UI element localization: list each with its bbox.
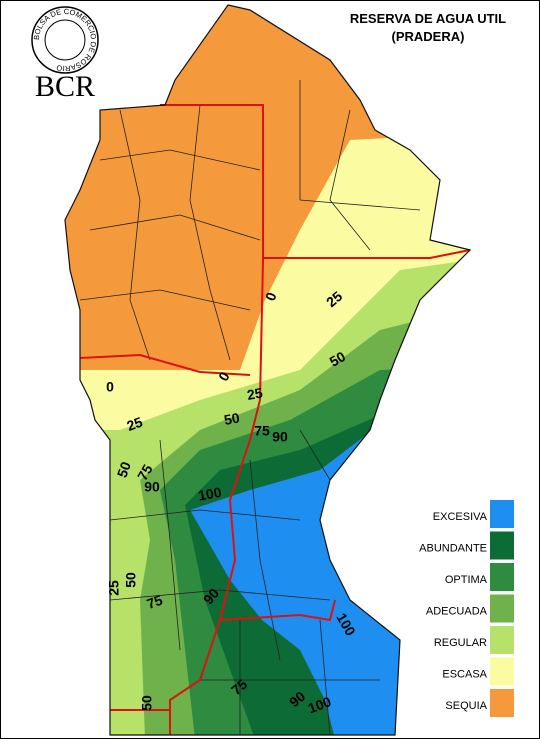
contour-label: 25 <box>246 384 264 402</box>
legend-swatch <box>490 594 514 623</box>
contour-label: 50 <box>223 409 241 427</box>
contour-label: 50 <box>327 348 349 370</box>
legend-swatch <box>490 626 514 654</box>
legend-label: EXCESIVA <box>433 511 488 523</box>
contour-label: 25 <box>106 580 122 596</box>
title-line: (PRADERA) <box>392 29 465 44</box>
logo-inner <box>44 19 86 61</box>
legend-swatch <box>490 657 514 686</box>
legend-swatch <box>490 500 514 528</box>
title-line: RESERVA DE AGUA UTIL <box>350 11 506 26</box>
contour-label: 100 <box>306 693 334 716</box>
contour-label: 100 <box>197 484 223 504</box>
contour-label: 50 <box>123 572 139 588</box>
province-border <box>79 104 471 735</box>
legend-swatch <box>490 689 514 717</box>
legend-swatch <box>490 563 514 591</box>
contour-label: 75 <box>134 461 156 483</box>
legend-swatch <box>490 531 514 560</box>
logo-ring <box>31 6 99 74</box>
contour-label: 75 <box>254 423 270 439</box>
legend-label: ESCASA <box>442 668 487 680</box>
contour-label: 50 <box>139 695 155 711</box>
contour-label: 0 <box>106 379 114 395</box>
contour-label: 25 <box>125 414 145 434</box>
logo-text: BCR <box>35 70 95 103</box>
legend-label: REGULAR <box>434 637 487 649</box>
legend-label: SEQUIA <box>445 700 487 712</box>
legend-label: ADECUADA <box>426 605 488 617</box>
contour-label: 90 <box>272 429 288 445</box>
legend-label: OPTIMA <box>445 574 488 586</box>
contour-label: 90 <box>144 479 160 495</box>
legend-label: ABUNDANTE <box>419 542 487 554</box>
contour-label: 75 <box>145 592 165 612</box>
contour-label: 50 <box>114 459 134 479</box>
department-lines <box>79 80 421 736</box>
